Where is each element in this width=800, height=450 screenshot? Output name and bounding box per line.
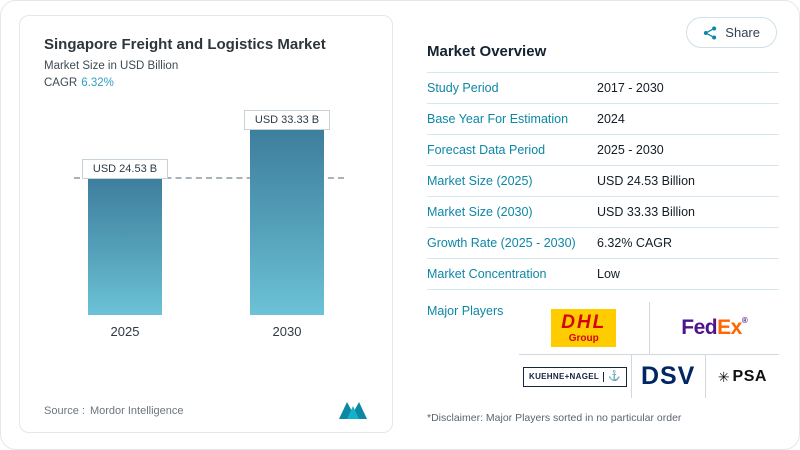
cagr-label: CAGR bbox=[44, 77, 78, 89]
psa-star-icon: ✳ bbox=[717, 368, 730, 385]
source-label: Source : bbox=[44, 404, 85, 417]
source-value: Mordor Intelligence bbox=[89, 404, 184, 417]
row-label: Growth Rate (2025 - 2030) bbox=[427, 236, 576, 250]
major-players-label: Major Players bbox=[427, 304, 504, 318]
overview-row-market-concentration: Market Concentration Low bbox=[427, 259, 779, 290]
fedex-text-ex: Ex bbox=[717, 316, 742, 339]
major-players-section: Major Players DHL Group FedEx® bbox=[427, 290, 779, 398]
overview-row-market-size-2030: Market Size (2030) USD 33.33 Billion bbox=[427, 197, 779, 228]
bar-column-2030: USD 33.33 B bbox=[235, 110, 339, 315]
row-value: 6.32% CAGR bbox=[597, 236, 673, 250]
chart-subtitle: Market Size in USD Billion bbox=[44, 60, 179, 72]
cagr-value: 6.32% bbox=[81, 77, 114, 89]
dhl-logo: DHL Group bbox=[551, 309, 617, 347]
players-row-1: DHL Group FedEx® bbox=[519, 302, 779, 355]
dhl-subtext: Group bbox=[568, 333, 599, 344]
overview-table: Study Period 2017 - 2030 Base Year For E… bbox=[427, 72, 779, 290]
overview-title: Market Overview bbox=[427, 43, 547, 60]
psa-text: PSA bbox=[732, 367, 767, 385]
row-label: Market Concentration bbox=[427, 267, 547, 281]
reference-line bbox=[74, 177, 344, 179]
row-label: Study Period bbox=[427, 81, 499, 95]
dsv-logo: DSV bbox=[640, 362, 696, 390]
kuehne-nagel-text: KUEHNE+NAGEL bbox=[529, 372, 600, 381]
row-label: Base Year For Estimation bbox=[427, 112, 569, 126]
logo-cell-kuehne-nagel: KUEHNE+NAGEL ⚓ bbox=[519, 355, 631, 398]
bar-value-label-2030: USD 33.33 B bbox=[243, 110, 331, 130]
fedex-logo: FedEx® bbox=[681, 316, 747, 340]
x-tick-2030: 2030 bbox=[272, 324, 302, 339]
chart-title: Singapore Freight and Logistics Market bbox=[44, 36, 326, 53]
bar-2025[interactable] bbox=[88, 179, 162, 315]
bar-2030[interactable] bbox=[250, 130, 324, 315]
psa-logo: ✳ PSA bbox=[718, 368, 767, 386]
row-value: 2025 - 2030 bbox=[597, 143, 664, 157]
row-value: USD 33.33 Billion bbox=[597, 205, 695, 219]
row-value: 2017 - 2030 bbox=[597, 81, 664, 95]
overview-row-market-size-2025: Market Size (2025) USD 24.53 Billion bbox=[427, 166, 779, 197]
anchor-icon: ⚓ bbox=[603, 371, 621, 382]
share-icon bbox=[704, 26, 717, 39]
chart-cagr: CAGR 6.32% bbox=[44, 77, 368, 89]
disclaimer-text: *Disclaimer: Major Players sorted in no … bbox=[427, 412, 682, 424]
major-players-logos: DHL Group FedEx® KUEHNE+NAGEL ⚓ bbox=[519, 302, 779, 398]
row-value: 2024 bbox=[597, 112, 625, 126]
players-row-2: KUEHNE+NAGEL ⚓ DSV ✳ PSA bbox=[519, 355, 779, 398]
overview-row-base-year: Base Year For Estimation 2024 bbox=[427, 104, 779, 135]
chart-card: Singapore Freight and Logistics Market M… bbox=[19, 15, 393, 433]
share-label: Share bbox=[725, 25, 760, 40]
source-row: Source : Mordor Intelligence bbox=[44, 391, 368, 420]
row-label: Forecast Data Period bbox=[427, 143, 546, 157]
registered-mark: ® bbox=[741, 316, 748, 325]
logo-cell-dhl: DHL Group bbox=[519, 302, 649, 354]
row-value: Low bbox=[597, 267, 620, 281]
x-tick-2025: 2025 bbox=[110, 324, 140, 339]
overview-row-forecast-period: Forecast Data Period 2025 - 2030 bbox=[427, 135, 779, 166]
fedex-text-fed: Fed bbox=[681, 316, 718, 339]
x-axis: 2025 2030 bbox=[44, 324, 368, 339]
bar-chart: USD 24.53 B USD 33.33 B bbox=[44, 101, 368, 315]
mordor-intelligence-logo bbox=[339, 402, 367, 419]
logo-cell-dsv: DSV bbox=[630, 355, 705, 398]
row-value: USD 24.53 Billion bbox=[597, 174, 695, 188]
logo-cell-psa: ✳ PSA bbox=[704, 355, 779, 398]
logo-cell-fedex: FedEx® bbox=[648, 302, 780, 354]
bar-column-2025: USD 24.53 B bbox=[73, 159, 177, 315]
row-label: Market Size (2025) bbox=[427, 174, 533, 188]
dhl-text: DHL bbox=[561, 312, 607, 333]
market-overview-panel: Market Overview Study Period 2017 - 2030… bbox=[427, 15, 779, 433]
kuehne-nagel-logo: KUEHNE+NAGEL ⚓ bbox=[523, 366, 627, 387]
share-button[interactable]: Share bbox=[686, 17, 777, 48]
overview-row-study-period: Study Period 2017 - 2030 bbox=[427, 73, 779, 104]
row-label: Market Size (2030) bbox=[427, 205, 533, 219]
bar-value-label-2025: USD 24.53 B bbox=[81, 159, 169, 179]
overview-row-growth-rate: Growth Rate (2025 - 2030) 6.32% CAGR bbox=[427, 228, 779, 259]
